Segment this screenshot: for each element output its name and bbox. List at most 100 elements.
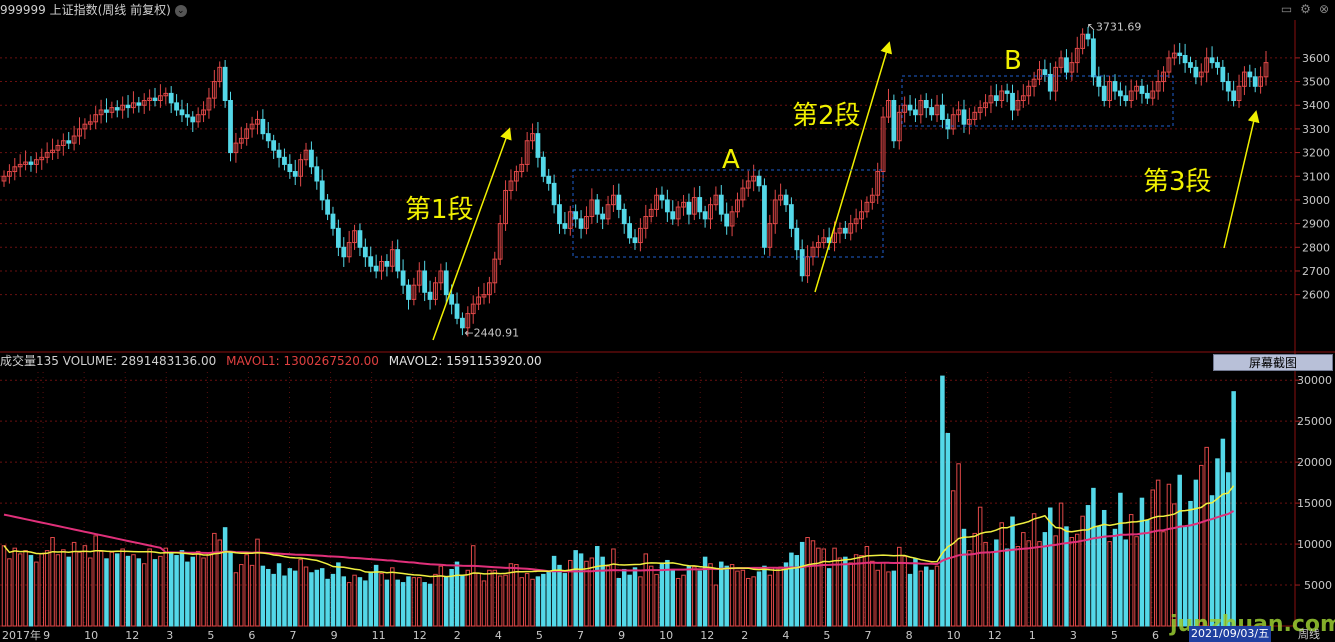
candle-body	[465, 313, 471, 329]
volume-bar	[902, 555, 907, 627]
volume-bar	[1215, 458, 1220, 627]
candle-body	[686, 201, 692, 215]
candle-body	[783, 194, 789, 206]
volume-bar	[44, 550, 50, 627]
volume-bar	[433, 573, 438, 627]
volume-bar	[1193, 479, 1199, 627]
volume-bar	[104, 558, 109, 627]
volume-bar	[28, 555, 34, 627]
candle-body	[238, 137, 244, 144]
candle-body	[972, 111, 978, 120]
candle-body	[977, 107, 983, 113]
volume-bar	[1010, 516, 1015, 627]
gear-icon[interactable]: ⚙	[1300, 2, 1311, 16]
time-tick-label: 4	[782, 629, 789, 642]
candle-body	[1047, 73, 1053, 92]
volume-bar	[783, 562, 789, 627]
candle-body	[1225, 81, 1231, 92]
stage2-label: 第2段	[792, 101, 861, 131]
volume-bar	[751, 576, 756, 627]
candle-body	[114, 107, 120, 111]
candle-body	[470, 303, 476, 315]
mavol2-line	[3, 510, 1235, 573]
candle-body	[821, 237, 827, 244]
candle-body	[864, 201, 870, 213]
time-tick-label: 6	[248, 629, 255, 642]
candlestick-series	[1, 26, 1269, 337]
candle-body	[815, 242, 821, 248]
candle-body	[983, 102, 988, 109]
candle-body	[794, 227, 800, 251]
candle-body	[28, 161, 34, 165]
candle-body	[913, 109, 918, 116]
candle-body	[416, 270, 422, 286]
volume-bar	[363, 580, 368, 627]
candle-body	[1134, 85, 1139, 92]
volume-bar	[120, 548, 125, 627]
volume-bar	[379, 573, 384, 627]
chart-title-bar: 999999 上证指数(周线 前复权) ⌄	[0, 0, 1295, 20]
period-label[interactable]: 周线	[1298, 628, 1320, 641]
candle-body	[578, 218, 584, 229]
volume-bar	[427, 583, 433, 627]
time-tick-label: 2017年	[2, 628, 41, 642]
volume-bar	[233, 572, 239, 627]
volume-bar	[1004, 548, 1010, 627]
volume-bar	[185, 561, 190, 627]
volume-bar	[988, 551, 994, 627]
price-tick-label: 3500	[1302, 76, 1330, 89]
volume-bar	[330, 573, 336, 627]
volume-bar	[158, 555, 163, 627]
volume-bar	[1225, 472, 1231, 627]
volume-bar	[1231, 391, 1236, 627]
time-tick-label: 3	[166, 629, 173, 642]
volume-bar	[7, 558, 12, 627]
candle-body	[314, 166, 320, 182]
candle-body	[675, 206, 681, 220]
volume-bar	[514, 564, 519, 627]
volume-bar	[967, 550, 972, 627]
candle-body	[271, 140, 277, 151]
volume-bar	[50, 537, 55, 627]
candle-body	[276, 149, 282, 158]
volume-bar	[61, 549, 66, 627]
volume-bar	[1080, 515, 1085, 627]
volume-bar	[1139, 497, 1145, 627]
candle-body	[1263, 62, 1269, 78]
candle-body	[400, 270, 406, 286]
volume-bar	[870, 560, 875, 627]
candle-body	[643, 216, 649, 229]
candle-body	[260, 118, 266, 135]
volume-bar	[292, 570, 298, 627]
chevron-down-icon[interactable]: ⌄	[174, 4, 187, 17]
candle-body	[923, 100, 929, 109]
volume-bar	[805, 537, 810, 627]
candle-body	[55, 144, 61, 151]
volume-bar	[913, 558, 918, 627]
candle-body	[460, 317, 465, 329]
volume-bar	[1166, 483, 1172, 627]
volume-bar	[568, 559, 573, 627]
volume-bar	[406, 576, 411, 627]
candle-body	[357, 230, 363, 248]
volume-bar	[77, 551, 82, 627]
volume-bar	[249, 564, 255, 627]
volume-bar	[977, 506, 983, 627]
screenshot-button[interactable]: 屏幕截图	[1213, 354, 1333, 371]
minimize-icon[interactable]: ▭	[1280, 2, 1293, 16]
price-tick-label: 3000	[1302, 194, 1330, 207]
volume-bar	[875, 569, 880, 627]
candle-body	[735, 199, 740, 213]
candle-body	[330, 213, 336, 229]
volume-bar	[573, 550, 578, 627]
volume-tick-label: 15000	[1297, 497, 1332, 510]
candle-body	[573, 211, 579, 220]
volume-bar	[109, 551, 115, 627]
candle-body	[71, 135, 77, 144]
volume-bar	[843, 556, 848, 627]
candle-body	[524, 140, 530, 165]
candle-body	[1150, 90, 1156, 99]
time-tick-label: 5	[1111, 629, 1118, 642]
close-icon[interactable]: ⊗	[1318, 2, 1329, 16]
